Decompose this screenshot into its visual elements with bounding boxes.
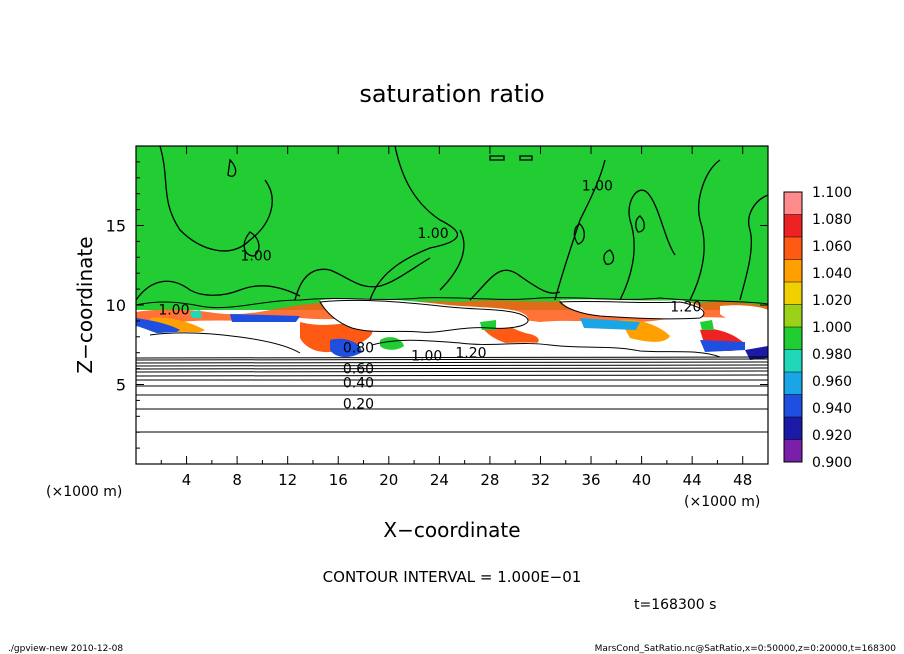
contour-label: 0.20 [343, 396, 374, 412]
colorbar-label: 0.940 [812, 401, 852, 417]
x-tick-label: 20 [379, 471, 398, 489]
plot-area: 1.00 1.00 1.00 1.00 1.20 1.00 1.20 0.80 0.600.40… [136, 146, 768, 464]
x-tick-label: 28 [480, 471, 499, 489]
x-axis-label: X−coordinate [383, 518, 520, 542]
colorbar-swatch [784, 192, 802, 215]
contour-label: 1.00 [411, 349, 442, 365]
colorbar-swatch [784, 259, 802, 282]
colorbar-label: 0.920 [812, 428, 852, 444]
contour-label: 1.20 [455, 345, 486, 361]
x-tick-label: 48 [733, 471, 752, 489]
colorbar-label: 1.000 [812, 320, 852, 336]
contour-label: 0.40 [343, 376, 374, 392]
x-tick-label: 40 [632, 471, 651, 489]
x-unit-right: (×1000 m) [684, 494, 760, 510]
time-label: t=168300 s [634, 597, 716, 613]
colorbar-swatch [784, 417, 802, 440]
y-tick-label: 5 [116, 376, 126, 395]
lower-contours [136, 358, 768, 433]
colorbar-swatch [784, 372, 802, 395]
colorbar-label: 1.040 [812, 266, 852, 282]
x-tick-label: 32 [531, 471, 550, 489]
colorbar-label: 1.020 [812, 293, 852, 309]
contour-label: 1.00 [240, 248, 271, 264]
colorbar-swatch [784, 214, 802, 237]
colorbar-label: 0.900 [812, 455, 852, 471]
contour-label: 1.00 [417, 226, 448, 242]
colorbar-label: 1.060 [812, 239, 852, 255]
y-tick-label: 15 [106, 217, 126, 236]
y-axis: 5 10 15 [106, 161, 768, 449]
colorbar-label: 1.080 [812, 212, 852, 228]
colorbar-swatch [784, 237, 802, 260]
contour-label: 1.00 [582, 179, 613, 195]
contour-label: 0.80 [343, 341, 374, 357]
x-tick-label: 36 [581, 471, 600, 489]
footer-left: ./gpview-new 2010-12-08 [8, 644, 123, 654]
colorbar-swatch [784, 439, 802, 462]
colorbar-swatch [784, 394, 802, 417]
colorbar-swatch [784, 327, 802, 350]
x-tick-label: 4 [182, 471, 192, 489]
x-tick-label: 12 [278, 471, 297, 489]
cloud-contours [136, 297, 768, 359]
x-axis: 4 8 12 16 20 24 28 32 36 40 44 48 [160, 146, 752, 489]
contour-label: 1.20 [670, 299, 701, 315]
contour-interval: CONTOUR INTERVAL = 1.000E−01 [323, 568, 582, 586]
footer-right: MarsCond_SatRatio.nc@SatRatio,x=0:50000,… [595, 644, 897, 654]
contour-labels: 1.00 1.00 1.00 1.00 1.20 1.00 1.20 0.80 0.600.40… [158, 179, 701, 413]
colorbar-swatch [784, 282, 802, 305]
colorbar-swatch [784, 304, 802, 327]
contour-label: 1.00 [158, 303, 189, 319]
colorbar-label: 1.100 [812, 185, 852, 201]
x-tick-label: 24 [430, 471, 449, 489]
colorbar: 0.900 0.920 0.940 0.960 0.980 1.000 1.020 1.040… [783, 185, 852, 471]
colorbar-label: 0.960 [812, 374, 852, 390]
colorbar-label: 0.980 [812, 347, 852, 363]
y-axis-label: Z−coordinate [73, 236, 97, 373]
white-cloud-blobs [136, 298, 768, 360]
x-tick-label: 16 [329, 471, 348, 489]
chart-title: saturation ratio [359, 80, 544, 108]
colorbar-swatch [784, 349, 802, 372]
x-tick-label: 44 [683, 471, 702, 489]
contour-label: 0.60 [343, 361, 374, 377]
x-tick-label: 8 [232, 471, 242, 489]
y-tick-label: 10 [106, 296, 126, 315]
upper-contours [136, 146, 768, 301]
x-unit-left: (×1000 m) [46, 484, 122, 500]
